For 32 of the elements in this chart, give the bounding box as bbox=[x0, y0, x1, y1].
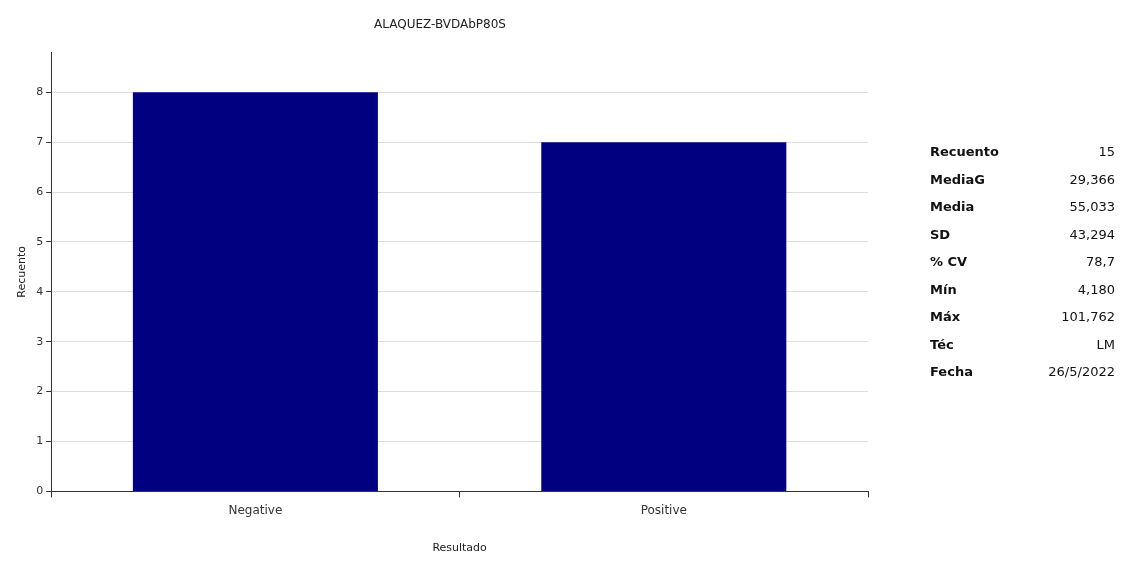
text: Téc bbox=[930, 336, 955, 352]
text: 101,762 bbox=[1060, 309, 1115, 325]
text: 43,294 bbox=[1068, 226, 1115, 242]
y-tick-label: 5 bbox=[36, 234, 44, 248]
text: Mín bbox=[930, 281, 958, 297]
text: Máx bbox=[930, 309, 962, 325]
y-tick-label: 1 bbox=[36, 434, 44, 448]
text: SD bbox=[930, 226, 952, 242]
text: 15 bbox=[1097, 144, 1115, 160]
text: Fecha bbox=[930, 364, 974, 380]
chart-title: ALAQUEZ-BVDAbP80S bbox=[374, 17, 506, 32]
y-tick-label: 4 bbox=[36, 284, 44, 298]
y-tick-label: 6 bbox=[36, 184, 44, 198]
y-tick-label: 0 bbox=[36, 484, 44, 498]
x-axis-title: Resultado bbox=[432, 541, 488, 555]
y-axis-title: Recuento bbox=[15, 245, 29, 298]
text: 26/5/2022 bbox=[1047, 364, 1115, 380]
text: LM bbox=[1095, 336, 1115, 352]
text: % CV bbox=[930, 254, 969, 270]
text: 29,366 bbox=[1068, 171, 1115, 187]
y-tick-label: 2 bbox=[36, 384, 44, 398]
text: Recuento bbox=[930, 144, 1000, 160]
y-tick-label: 7 bbox=[36, 135, 44, 149]
y-tick-label: 8 bbox=[36, 85, 44, 99]
text: Media bbox=[930, 199, 976, 215]
text: 78,7 bbox=[1085, 254, 1115, 270]
x-tick-label: Negative bbox=[228, 502, 283, 517]
text: 55,033 bbox=[1068, 199, 1115, 215]
y-tick-label: 3 bbox=[36, 334, 44, 348]
x-tick-label: Positive bbox=[640, 502, 687, 517]
text: 4,180 bbox=[1076, 281, 1115, 297]
text: MediaG bbox=[930, 171, 986, 187]
